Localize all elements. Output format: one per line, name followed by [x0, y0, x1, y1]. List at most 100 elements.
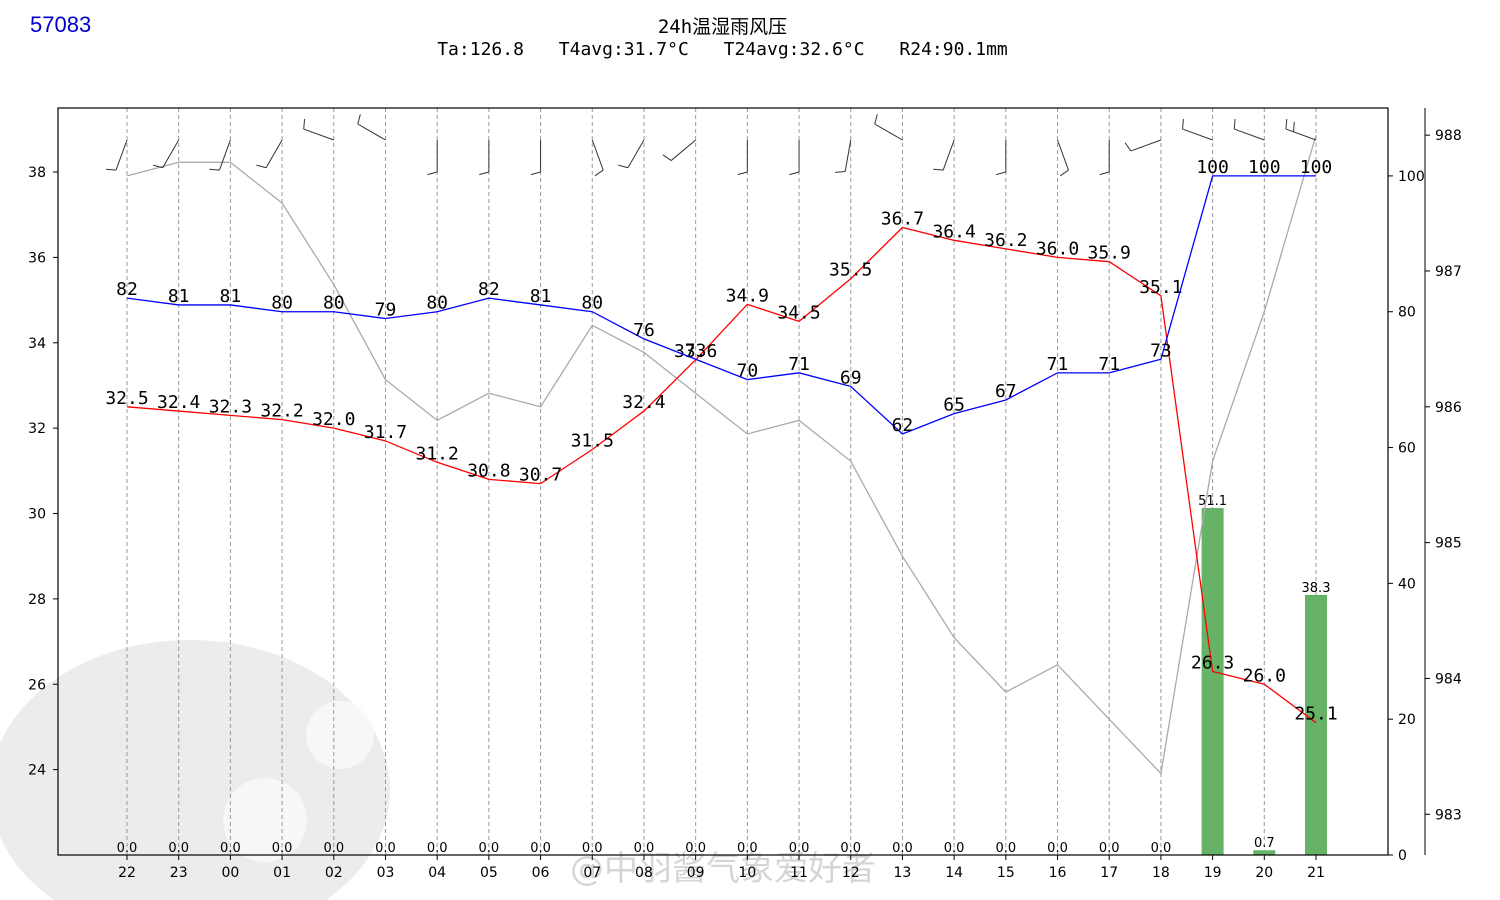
temperature-label: 32.2 [260, 401, 303, 422]
humidity-label: 80 [426, 293, 448, 314]
humidity-label: 71 [1098, 354, 1120, 375]
wind-barb-staff [874, 123, 903, 141]
wind-barb-flag [1099, 171, 1110, 176]
x-tick-label: 18 [1152, 865, 1170, 881]
temperature-label: 26.3 [1191, 652, 1234, 673]
temperature-label: 31.2 [415, 443, 458, 464]
x-tick-label: 06 [532, 865, 550, 881]
y-pressure-tick-label: 987 [1435, 264, 1462, 280]
pressure-line [126, 134, 1317, 775]
wind-barb-staff [265, 139, 283, 168]
y-left-tick-label: 28 [28, 592, 46, 608]
temperature-label: 31.5 [571, 430, 614, 451]
y-left-tick-label: 32 [28, 421, 46, 437]
wind-barb-flag [256, 164, 267, 169]
rain-bar [1305, 594, 1327, 855]
rain-label: 0.0 [1047, 841, 1068, 856]
x-tick-label: 04 [428, 865, 446, 881]
wind-barb-staff [162, 139, 180, 168]
x-tick-label: 08 [635, 865, 653, 881]
temperature-label: 33.6 [674, 341, 717, 362]
humidity-label: 81 [168, 286, 190, 307]
rain-label: 0.0 [220, 841, 241, 856]
wind-barb-staff [218, 139, 231, 171]
rain-label: 0.0 [272, 841, 293, 856]
x-tick-label: 20 [1255, 865, 1273, 881]
rain-label: 0.0 [892, 841, 913, 856]
x-tick-label: 22 [118, 865, 136, 881]
wind-barb-flag [209, 168, 220, 171]
y-humidity-tick-label: 20 [1398, 712, 1416, 728]
temperature-label: 34.9 [726, 285, 769, 306]
y-pressure-tick-label: 988 [1435, 128, 1462, 144]
wind-barb-staff [303, 128, 334, 141]
wind-barb-flag [152, 164, 163, 169]
y-humidity-tick-label: 40 [1398, 576, 1416, 592]
temperature-label: 36.0 [1036, 238, 1079, 259]
humidity-label: 100 [1300, 157, 1333, 178]
temperature-series: 32.5 32.4 32.3 32.2 32.0 31.7 31.2 30.8 30.7 31.5… [105, 209, 1337, 725]
wind-barb-flag [835, 171, 846, 173]
rain-label: 0.0 [117, 841, 138, 856]
wind-barb-flag [303, 119, 306, 130]
rain-label: 0.0 [1151, 841, 1172, 856]
ta-value: Ta:126.8 [437, 39, 524, 60]
rain-label: 0.0 [995, 841, 1016, 856]
humidity-label: 76 [633, 320, 655, 341]
temperature-label: 36.4 [932, 221, 975, 242]
humidity-label: 73 [1150, 340, 1172, 361]
humidity-label: 82 [116, 279, 138, 300]
humidity-label: 81 [530, 286, 552, 307]
wind-barb-flag [1182, 119, 1184, 130]
temperature-label: 36.2 [984, 230, 1027, 251]
rain-bar [1201, 507, 1224, 855]
wind-barb-flag [594, 169, 604, 177]
wind-barb-flag [874, 114, 878, 125]
watermark: @中羽酱气象爱好者 [0, 640, 876, 900]
temperature-label: 30.8 [467, 460, 510, 481]
rain-label: 0.0 [634, 841, 655, 856]
humidity-series: 82 81 81 80 80 79 80 82 81 80 76 73 70 71 69 62 65 67 71 71… [116, 157, 1332, 436]
wind-barb-flag [1059, 169, 1069, 177]
temperature-label: 26.0 [1243, 665, 1286, 686]
wind-barb-flag [1233, 119, 1236, 130]
wind-barb-staff [591, 139, 604, 171]
y-left-tick-label: 24 [28, 763, 46, 779]
humidity-label: 81 [220, 286, 242, 307]
x-tick-label: 11 [790, 865, 808, 881]
x-tick-label: 15 [997, 865, 1015, 881]
watermark-logo-eye [306, 701, 374, 769]
rain-label: 38.3 [1302, 581, 1331, 596]
rain-label: 0.0 [530, 841, 551, 856]
y-pressure-tick-label: 984 [1435, 671, 1462, 687]
y-humidity-tick-label: 0 [1398, 848, 1407, 864]
humidity-label: 71 [788, 354, 810, 375]
rain-label: 0.7 [1254, 836, 1275, 851]
wind-barb-staff [1130, 139, 1162, 152]
humidity-label: 73 [685, 340, 707, 361]
x-tick-label: 12 [842, 865, 860, 881]
temperature-line [126, 226, 1317, 724]
humidity-label: 71 [1047, 354, 1069, 375]
station-id: 57083 [30, 12, 92, 37]
wind-barb-flag [1124, 142, 1132, 152]
wind-barb-flag [996, 171, 1006, 176]
x-tick-label: 14 [945, 865, 963, 881]
rain-label: 0.0 [323, 841, 344, 856]
temperature-label: 25.1 [1294, 704, 1337, 725]
wind-barb-staff [670, 139, 696, 161]
temperature-label: 32.4 [622, 392, 665, 413]
y-left-tick-label: 26 [28, 677, 46, 693]
chart-title: 24h温湿雨风压 [657, 16, 788, 38]
y-left-tick-label: 36 [28, 250, 46, 266]
rain-label: 0.0 [427, 841, 448, 856]
wind-barb-staff [115, 139, 128, 171]
pressure-series [126, 134, 1317, 775]
plot-frame [57, 107, 1389, 856]
r24-value: R24:90.1mm [899, 39, 1008, 60]
wind-barb-flag [737, 171, 748, 176]
rain-label: 0.0 [1099, 841, 1120, 856]
temperature-label: 35.9 [1088, 243, 1131, 264]
humidity-label: 62 [892, 415, 914, 436]
x-tick-label: 17 [1100, 865, 1118, 881]
